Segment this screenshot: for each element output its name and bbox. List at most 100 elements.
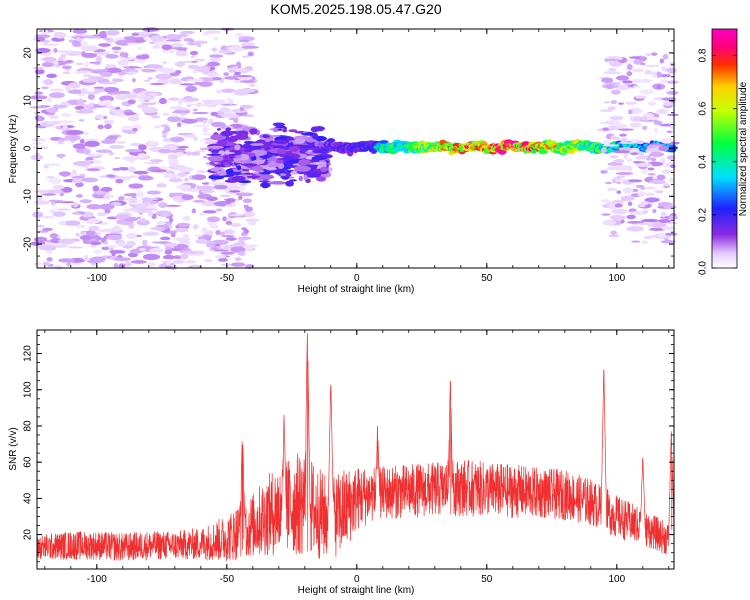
- heatmap-cell: [210, 111, 218, 117]
- heatmap-cell: [130, 260, 148, 264]
- heatmap-cell: [601, 213, 611, 216]
- heatmap-cell: [654, 190, 664, 194]
- heatmap-cell: [143, 161, 160, 165]
- heatmap-cell: [154, 125, 161, 129]
- heatmap-cell: [138, 248, 147, 251]
- heatmap-cell: [219, 106, 230, 113]
- heatmap-cell: [136, 190, 144, 198]
- heatmap-cell: [599, 109, 613, 113]
- heatmap-cell: [83, 35, 102, 39]
- heatmap-cell: [47, 97, 53, 103]
- heatmap-cell: [79, 138, 85, 144]
- heatmap-cell: [130, 142, 142, 146]
- heatmap-cell: [186, 78, 202, 82]
- heatmap-cell: [238, 67, 250, 74]
- heatmap-cell: [311, 158, 316, 164]
- heatmap-cell: [103, 86, 120, 93]
- heatmap-ytick-label: 10: [23, 95, 34, 107]
- heatmap-cell: [164, 249, 173, 255]
- heatmap-cell: [632, 85, 641, 89]
- heatmap-cell: [92, 185, 100, 192]
- heatmap-cell: [214, 254, 227, 259]
- heatmap-cell: [146, 262, 156, 267]
- colorbar-tick-label: 0.6: [698, 101, 709, 115]
- heatmap-cell: [120, 167, 129, 171]
- heatmap-cell: [96, 212, 107, 217]
- heatmap-cell: [669, 61, 676, 67]
- heatmap-cell: [644, 70, 653, 75]
- heatmap-cell: [79, 235, 92, 241]
- heatmap-cell: [279, 173, 287, 176]
- heatmap-cell: [103, 240, 108, 245]
- heatmap-cell: [209, 168, 220, 172]
- heatmap-cell: [638, 56, 647, 62]
- heatmap-cell: [68, 89, 84, 94]
- heatmap-cell: [109, 144, 125, 149]
- heatmap-cell: [219, 231, 226, 237]
- heatmap-cell: [246, 175, 261, 179]
- heatmap-cell: [230, 164, 237, 167]
- heatmap-cell: [663, 183, 670, 187]
- heatmap-cell: [133, 36, 144, 41]
- heatmap-cell: [667, 221, 678, 225]
- heatmap-cell: [202, 210, 217, 214]
- heatmap-cell: [138, 144, 147, 151]
- heatmap-cell: [76, 98, 85, 105]
- heatmap-cell: [252, 159, 265, 165]
- heatmap-cell: [134, 59, 146, 63]
- colorbar-frame: [711, 28, 738, 269]
- heatmap-cell: [141, 102, 157, 106]
- heatmap-cell: [176, 222, 191, 227]
- heatmap-cell: [638, 202, 646, 208]
- heatmap-cell: [52, 104, 67, 109]
- heatmap-cell: [172, 259, 185, 264]
- heatmap-cell: [240, 42, 255, 48]
- heatmap-cell: [115, 178, 124, 184]
- heatmap-cell: [201, 227, 208, 233]
- heatmap-cell: [52, 244, 69, 248]
- heatmap-xtick-label: 0: [354, 273, 360, 284]
- heatmap-cell: [193, 40, 209, 45]
- heatmap-cell: [225, 220, 233, 225]
- colorbar: 0.0 0.2 0.4 0.6 0.8 Normalized spectral ampl…: [698, 28, 749, 275]
- heatmap-cell: [237, 239, 245, 246]
- heatmap-cell: [48, 115, 60, 119]
- heatmap-cell: [179, 30, 195, 35]
- heatmap-cell: [611, 208, 628, 215]
- heatmap-cell: [114, 214, 131, 220]
- heatmap-cell: [663, 205, 677, 209]
- heatmap-cell: [86, 203, 102, 210]
- heatmap-cell: [616, 190, 622, 194]
- heatmap-cell: [99, 203, 115, 210]
- heatmap-cell: [78, 119, 85, 122]
- heatmap-ylabel: Frequency (Hz): [8, 115, 19, 184]
- heatmap-cell: [285, 180, 294, 187]
- heatmap-cell: [260, 144, 276, 148]
- heatmap-cell: [251, 155, 257, 162]
- heatmap-cell: [635, 95, 647, 99]
- heatmap-cell: [206, 72, 220, 78]
- heatmap-cell: [32, 66, 44, 70]
- heatmap-cell: [105, 245, 118, 248]
- heatmap-cell: [124, 149, 143, 153]
- heatmap-cell: [233, 118, 239, 123]
- heatmap-cell: [266, 153, 273, 157]
- heatmap-cell: [54, 264, 64, 270]
- heatmap-cell: [209, 57, 222, 63]
- heatmap-cell: [83, 91, 100, 95]
- heatmap-cell: [100, 139, 116, 144]
- heatmap-cell: [656, 84, 662, 90]
- heatmap-cell: [276, 148, 288, 155]
- heatmap-cell: [162, 60, 167, 65]
- heatmap-cell: [213, 184, 228, 190]
- heatmap-cell: [243, 141, 255, 144]
- heatmap-cell: [656, 71, 662, 78]
- heatmap-cell: [136, 104, 149, 109]
- heatmap-cell: [660, 74, 671, 78]
- heatmap-cell: [237, 88, 256, 93]
- heatmap-cell: [58, 171, 71, 177]
- heatmap-cell: [645, 53, 652, 57]
- heatmap-cell: [135, 55, 150, 60]
- heatmap-cell: [195, 238, 208, 243]
- heatmap-cell: [170, 136, 185, 143]
